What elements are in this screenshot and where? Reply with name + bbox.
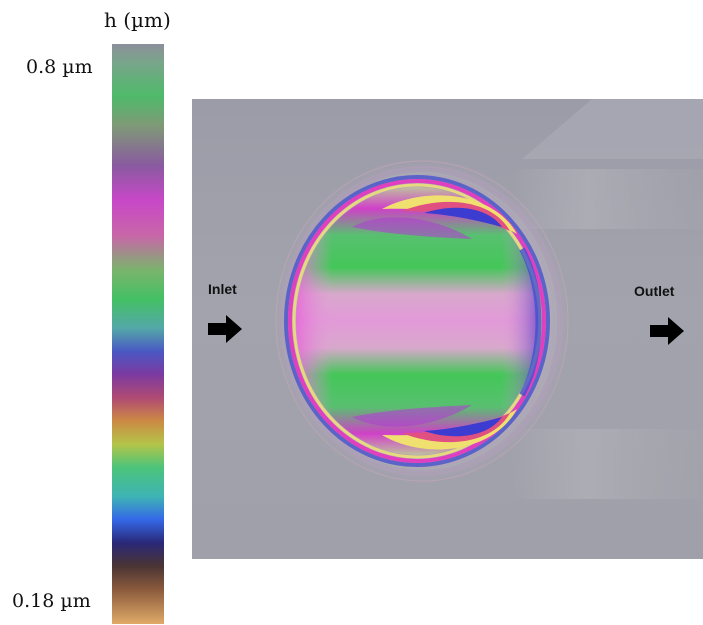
right-arrow-icon (650, 317, 684, 345)
colorbar-title: h (µm) (104, 8, 171, 32)
inlet-label: Inlet (208, 281, 237, 297)
colorbar-min-label: 0.18 µm (12, 590, 91, 612)
film-thickness-picture (272, 99, 703, 499)
outlet-label: Outlet (634, 283, 675, 299)
right-arrow-icon (208, 315, 242, 343)
interferometry-image: Inlet Outlet (192, 99, 703, 559)
colorbar (112, 44, 164, 624)
colorbar-max-label: 0.8 µm (26, 56, 93, 78)
